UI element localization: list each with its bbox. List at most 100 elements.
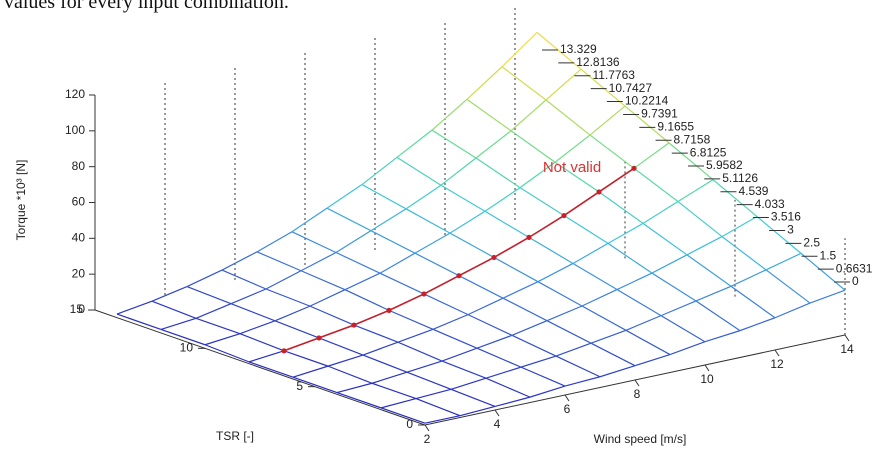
- x-tick-label: 4: [494, 417, 501, 431]
- edge-label: 8.7158: [674, 132, 711, 146]
- mesh-line: [415, 398, 461, 417]
- mesh-line: [730, 285, 776, 319]
- mesh-line: [204, 333, 241, 346]
- mesh-line: [396, 156, 442, 186]
- mesh-line: [344, 289, 390, 311]
- mesh-line: [379, 272, 425, 295]
- mesh-line: [450, 377, 487, 390]
- mesh-line: [484, 187, 521, 212]
- mesh-line: [476, 334, 513, 349]
- mesh-line: [686, 254, 732, 287]
- mesh-line: [660, 300, 697, 317]
- mesh-line: [528, 236, 574, 264]
- mesh-line: [475, 130, 512, 159]
- mesh-line: [380, 407, 426, 424]
- mesh-line: [336, 382, 373, 394]
- mesh-line: [765, 269, 811, 304]
- mesh-line: [590, 342, 636, 367]
- mesh-line: [248, 361, 294, 378]
- mesh-line: [195, 303, 232, 319]
- x-tick: [844, 334, 850, 342]
- mesh-line: [520, 366, 566, 387]
- mesh-line: [151, 300, 197, 319]
- mesh-line: [555, 342, 592, 357]
- mesh-line: [510, 130, 556, 163]
- mesh-line: [379, 252, 416, 274]
- mesh-line: [625, 315, 662, 331]
- optimal-point: [386, 307, 392, 313]
- mesh-line: [405, 184, 442, 210]
- mesh-line: [441, 360, 487, 379]
- x-tick-label: 8: [634, 387, 641, 401]
- mesh-line: [677, 179, 714, 203]
- optimal-point: [351, 322, 357, 328]
- optimal-point: [631, 165, 637, 171]
- mesh-line: [309, 305, 355, 326]
- z-tick-label: 80: [72, 159, 86, 173]
- mesh-line: [300, 270, 346, 291]
- mesh-line: [160, 317, 197, 330]
- mesh-line: [116, 313, 162, 330]
- mesh-line: [668, 142, 714, 181]
- mesh-line: [292, 376, 338, 394]
- edge-label: 0: [852, 274, 859, 288]
- mesh-line: [239, 333, 285, 352]
- z-tick-label: 40: [72, 231, 86, 245]
- mesh-line: [292, 365, 329, 378]
- edge-label: 6.8125: [690, 145, 727, 159]
- mesh-line: [739, 317, 776, 332]
- mesh-line: [519, 161, 556, 189]
- mesh-line: [466, 98, 512, 132]
- mesh-line: [361, 156, 398, 186]
- mesh-line: [256, 231, 293, 253]
- mesh-line: [370, 230, 416, 254]
- y-axis-label: TSR [-]: [216, 429, 254, 443]
- mesh-line: [651, 254, 688, 274]
- x-tick: [704, 364, 710, 372]
- edge-label: 0.6631: [836, 261, 873, 275]
- mesh-line: [424, 415, 461, 424]
- edge-label: 10.7427: [609, 81, 653, 95]
- mesh-line: [335, 230, 372, 254]
- y-tick-label: 0: [406, 417, 413, 431]
- mesh-line: [546, 320, 592, 344]
- mesh-line: [450, 388, 496, 407]
- mesh-line: [291, 231, 337, 254]
- mesh-line: [572, 242, 609, 264]
- mesh-line: [502, 297, 548, 322]
- header-text: values for every input combination.: [4, 0, 289, 13]
- mesh-line: [677, 201, 723, 238]
- mesh-line: [291, 207, 328, 233]
- mesh-line: [327, 354, 364, 367]
- edge-label: 13.329: [560, 42, 597, 56]
- mesh-line: [265, 270, 302, 290]
- mesh-line: [283, 350, 329, 367]
- mesh-line: [397, 328, 434, 343]
- mesh-line: [449, 210, 486, 234]
- mesh-line: [589, 134, 635, 169]
- mesh-line: [484, 210, 530, 238]
- x-tick-label: 2: [424, 432, 431, 446]
- mesh-line: [221, 269, 267, 290]
- edge-label: 9.1655: [657, 120, 694, 134]
- mesh-line: [730, 269, 767, 287]
- mesh-line: [695, 300, 741, 332]
- mesh-line: [625, 329, 671, 356]
- mesh-line: [634, 354, 671, 367]
- edge-label: 2.5: [803, 236, 820, 250]
- mesh-line: [397, 341, 443, 362]
- mesh-line: [459, 405, 496, 417]
- mesh-line: [511, 334, 557, 357]
- mesh-line: [423, 293, 469, 316]
- x-tick: [494, 409, 500, 417]
- mesh-line: [370, 208, 407, 232]
- mesh-line: [545, 68, 582, 101]
- edge-label: 4.539: [738, 184, 768, 198]
- mesh-line: [607, 242, 653, 274]
- z-tick-label: 0: [78, 302, 85, 316]
- mesh-line: [405, 208, 451, 234]
- mesh-line: [476, 347, 522, 368]
- mesh-line: [265, 288, 311, 307]
- mesh-line: [467, 314, 513, 336]
